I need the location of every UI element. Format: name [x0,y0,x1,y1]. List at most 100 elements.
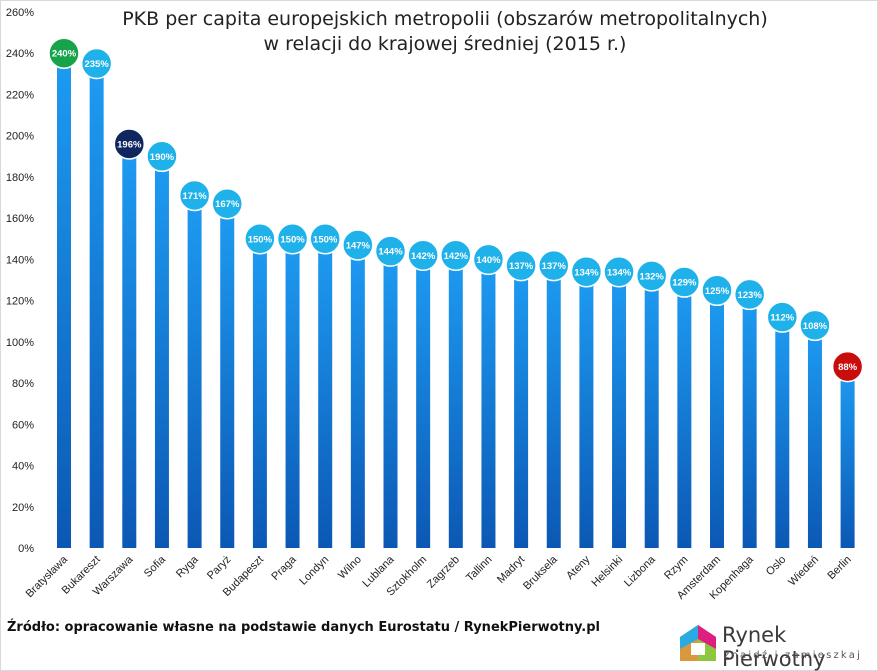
y-tick-label: 20% [12,502,34,514]
bar [416,255,431,548]
x-tick-label: Lizbona [622,553,658,589]
x-tick-label: Ateny [564,553,593,582]
data-label: 112% [770,313,794,324]
x-tick-label: Oslo [764,554,788,578]
data-label: 108% [803,321,828,332]
data-label: 150% [280,234,305,245]
x-tick-label: Madryt [495,554,527,586]
data-label: 150% [313,234,338,245]
x-tick-label: Zagrzeb [425,554,462,591]
data-label: 134% [607,267,632,278]
data-label: 137% [542,261,567,272]
bar [318,238,333,548]
value-marker [276,223,309,255]
bar [807,325,822,548]
y-tick-label: 100% [6,337,34,349]
chart-subtitle: w relacji do krajowej średniej (2015 r.) [263,33,627,55]
value-marker [80,47,113,80]
bar [448,255,463,548]
source-note: Źródło: opracowanie własne na podstawie … [7,620,601,635]
value-marker [766,301,799,333]
bar [285,238,300,548]
data-label: 134% [574,267,599,278]
bar [546,265,561,548]
data-label: 240% [52,49,77,60]
bar [742,294,757,548]
value-marker [407,239,439,272]
data-label: 88% [838,362,858,373]
data-label: 140% [476,255,501,266]
bar [481,259,496,548]
bar [514,265,529,548]
x-tick-label: Berlin [825,554,853,582]
data-label: 150% [248,234,273,245]
value-marker [505,249,537,282]
y-tick-label: 220% [6,89,34,101]
data-label: 147% [346,240,371,251]
value-marker [244,223,276,255]
data-label: 129% [672,278,697,289]
data-label: 144% [378,247,403,258]
y-tick-label: 80% [12,378,34,390]
y-tick-label: 60% [12,419,34,431]
x-tick-label: Wilno [336,554,364,582]
value-marker [799,309,831,342]
y-tick-label: 160% [6,213,34,225]
x-tick-label: Tallinn [464,554,495,585]
data-label: 190% [150,152,175,163]
bars: 240% 235% 196% 190% 171% 167% 150% 150% 150% 147%… [48,37,864,549]
value-marker [440,239,472,272]
y-axis: 0% 20% 40% 60% 80% 100% 120% 140% 160% 180% 200% 22… [6,7,34,555]
bar [89,63,104,549]
bar [154,156,169,549]
x-tick-label: Helsinki [589,554,625,590]
brand-logo: Rynek Pierwotny znajdź i zamieszkaj [676,619,876,671]
value-marker [733,278,766,311]
chart-title: PKB per capita europejskich metropolii (… [122,8,768,30]
value-marker [113,128,146,160]
x-tick-label: Rzym [662,554,690,582]
data-label: 196% [117,139,142,150]
value-marker [701,274,733,307]
data-label: 167% [215,199,240,210]
y-tick-label: 200% [6,131,34,143]
bar [710,290,724,548]
x-tick-label: Praga [269,553,299,583]
value-marker [48,37,80,69]
y-tick-label: 40% [12,461,34,473]
bar [840,366,855,548]
x-tick-label: Bruksela [521,553,560,592]
x-tick-label: Ryga [174,553,201,580]
bar [612,271,627,548]
data-label: 235% [84,59,109,70]
data-label: 142% [411,251,436,262]
y-tick-label: 0% [18,543,34,555]
data-label: 142% [444,251,469,262]
logo-name: Rynek Pierwotny [722,623,826,671]
x-tick-label: Londyn [297,554,331,588]
house-logo-icon [680,625,716,661]
data-label: 137% [509,261,534,272]
bar [775,317,790,548]
bar [57,53,71,548]
bar [644,275,659,548]
data-label: 171% [182,191,207,202]
x-tick-label: Wiedeń [786,554,821,589]
bar [252,238,267,548]
bar [122,143,137,548]
data-label: 123% [737,290,762,301]
bar [187,195,202,548]
bar [677,282,692,548]
value-marker [603,256,635,288]
y-tick-label: 120% [6,296,34,308]
bar [579,271,594,548]
value-marker [178,179,211,212]
x-tick-label: Sofia [142,553,169,580]
y-tick-label: 240% [6,48,34,60]
value-marker [570,256,603,288]
bar [350,244,365,548]
value-marker [309,223,341,255]
y-tick-label: 260% [6,7,34,19]
